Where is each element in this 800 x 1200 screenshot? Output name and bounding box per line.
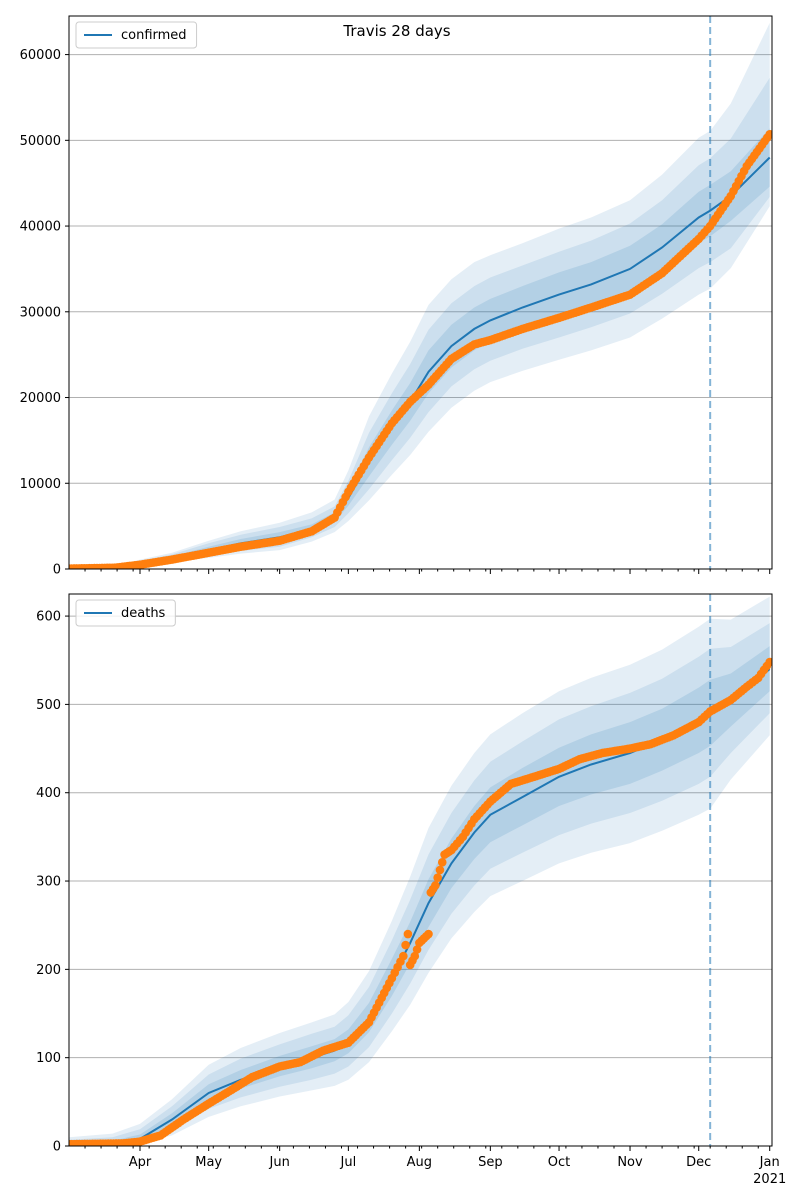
- y-tick-label: 300: [36, 875, 61, 890]
- y-tick-label: 0: [53, 1140, 61, 1155]
- axes-frame: [68, 593, 773, 1147]
- x-tick-label: Nov: [617, 1155, 643, 1170]
- uncertainty-band: [69, 646, 770, 1146]
- x-tick-label: Jun: [269, 1155, 290, 1170]
- observed-point: [412, 945, 422, 954]
- observed-point: [403, 929, 413, 939]
- y-tick-label: 100: [36, 1051, 61, 1066]
- y-tick-label: 600: [36, 610, 61, 625]
- observed-series: [69, 130, 772, 569]
- uncertainty-band: [69, 22, 770, 569]
- legend: confirmed: [75, 21, 198, 49]
- legend-label: confirmed: [121, 28, 187, 43]
- x-tick-label: Jan: [759, 1155, 780, 1170]
- observed-point: [437, 857, 447, 867]
- deaths-chart: 0 100 200 300 400 500 600 Apr May Jun Jul Aug Sep Oct…: [36, 593, 786, 1187]
- x-tick-label: Dec: [686, 1155, 711, 1170]
- x-tick-label: Aug: [407, 1155, 432, 1170]
- uncertainty-band: [69, 623, 770, 1146]
- x-year-label: 2021: [753, 1172, 786, 1187]
- legend: deaths: [75, 599, 176, 627]
- observed-point: [765, 657, 772, 667]
- y-tick-label: 20000: [20, 391, 61, 406]
- x-tick-label: Oct: [548, 1155, 570, 1170]
- x-tick-label: Jul: [340, 1155, 357, 1170]
- y-tick-label: 200: [36, 963, 61, 978]
- observed-point: [401, 940, 410, 950]
- y-tick-label: 30000: [20, 305, 61, 320]
- legend-label: deaths: [121, 606, 166, 621]
- x-tick-label: May: [195, 1155, 222, 1170]
- observed-point: [433, 873, 442, 883]
- x-tick-label: Apr: [129, 1155, 152, 1170]
- observed-series: [69, 657, 772, 1146]
- y-tick-label: 10000: [20, 477, 61, 492]
- observed-point: [431, 881, 440, 890]
- y-tick-label: 40000: [20, 220, 61, 235]
- confirmed-chart: 0 10000 20000 30000 40000 50000 60000 confirmed: [20, 15, 773, 578]
- axes-frame: [68, 15, 773, 570]
- y-tick-label: 50000: [20, 134, 61, 149]
- legend-box: [75, 599, 176, 627]
- observed-point: [765, 130, 772, 139]
- uncertainty-band: [69, 596, 770, 1146]
- legend-box: [75, 21, 198, 49]
- y-tick-label: 0: [53, 563, 61, 578]
- uncertainty-band: [69, 77, 770, 569]
- figure-title: Travis 28 days: [342, 22, 450, 40]
- observed-point: [435, 865, 445, 875]
- observed-point: [410, 951, 420, 961]
- y-tick-label: 60000: [20, 48, 61, 63]
- y-tick-label: 500: [36, 698, 61, 713]
- x-tick-label: Sep: [478, 1155, 503, 1170]
- observed-point: [424, 929, 433, 939]
- y-tick-label: 400: [36, 786, 61, 801]
- observed-point: [399, 951, 408, 961]
